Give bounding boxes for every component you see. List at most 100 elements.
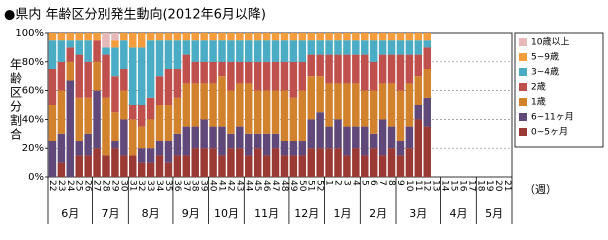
- bar-segment: [173, 69, 182, 98]
- bar-segment: [298, 155, 307, 177]
- bar-segment: [120, 119, 128, 156]
- x-tick-label: 21: [502, 180, 512, 191]
- x-tick-label: 10: [404, 180, 414, 192]
- legend-label: 2歳: [531, 81, 546, 93]
- x-tick-label: 20: [493, 180, 503, 192]
- bar-segment: [84, 97, 92, 134]
- bar-segment: [423, 97, 431, 127]
- legend-label: 3~4歳: [531, 66, 559, 78]
- bar-segment: [218, 61, 226, 77]
- bar-segment: [75, 97, 83, 141]
- bar-segment: [218, 76, 226, 127]
- x-tick-label: 43: [234, 180, 244, 191]
- x-tick-label: 1: [324, 180, 334, 186]
- legend-label: 10歳以上: [531, 36, 569, 48]
- bar-segment: [227, 90, 235, 134]
- x-tick-label: 41: [217, 180, 227, 191]
- bar-segment: [245, 83, 253, 134]
- bar-segment: [253, 61, 262, 91]
- bar-segment: [253, 33, 262, 41]
- bar-segment: [423, 47, 431, 69]
- bar-segment: [182, 40, 191, 55]
- x-tick-label: 7: [377, 180, 387, 186]
- bar-segment: [200, 33, 208, 41]
- month-label: 4月: [449, 207, 467, 220]
- bar-segment: [209, 148, 217, 177]
- bar-segment: [343, 155, 351, 177]
- x-tick-label: 5: [359, 180, 369, 186]
- x-tick-label: 38: [190, 180, 200, 192]
- bar-segment: [84, 40, 92, 62]
- x-tick-label: 6: [368, 180, 378, 186]
- bar-segment: [120, 90, 128, 120]
- bar-segment: [227, 148, 235, 177]
- bar-segment: [66, 40, 75, 48]
- bar-segment: [271, 33, 280, 41]
- bar-segment: [245, 61, 253, 84]
- bar-segment: [414, 54, 423, 77]
- x-tick-label: 49: [288, 180, 298, 192]
- bar-segment: [111, 40, 119, 48]
- bar-segment: [120, 33, 128, 41]
- bar-segment: [209, 40, 217, 62]
- bar-segment: [93, 148, 101, 177]
- bar-segment: [164, 105, 173, 141]
- bar-segment: [405, 83, 414, 127]
- x-tick-label: 18: [475, 180, 485, 192]
- bar-segment: [227, 33, 235, 41]
- bar-segment: [209, 83, 217, 127]
- bar-segment: [48, 40, 57, 69]
- x-tick-label: 27: [92, 180, 102, 191]
- bar-segment: [236, 126, 244, 149]
- x-tick-label: 30: [118, 180, 128, 192]
- bar-segment: [262, 61, 271, 91]
- bar-segment: [120, 69, 128, 91]
- bar-segment: [289, 141, 298, 156]
- y-tick-label: 0%: [28, 172, 44, 183]
- bar-segment: [396, 155, 405, 177]
- bar-segment: [289, 97, 298, 141]
- x-tick-label: 39: [199, 180, 209, 192]
- month-label: 5月: [485, 207, 503, 220]
- bar-segment: [137, 126, 146, 149]
- bar-segment: [218, 126, 226, 156]
- bar-segment: [102, 155, 110, 177]
- bar-segment: [75, 40, 83, 55]
- x-tick-label: 46: [261, 180, 271, 192]
- bar-segment: [93, 61, 101, 91]
- bar-segment: [66, 61, 75, 81]
- bar-segment: [352, 83, 360, 127]
- bar-segment: [236, 33, 244, 41]
- bar-segment: [245, 33, 253, 41]
- bar-segment: [48, 105, 57, 141]
- bar-segment: [129, 105, 137, 120]
- bar-segment: [137, 33, 146, 48]
- bar-segment: [369, 133, 378, 149]
- bar-segment: [155, 76, 164, 105]
- x-tick-label: 42: [225, 180, 235, 191]
- bar-segment: [66, 33, 75, 41]
- bar-segment: [325, 126, 333, 149]
- bar-segment: [343, 33, 351, 41]
- bar-segment: [84, 33, 92, 41]
- bar-segment: [111, 141, 119, 149]
- bar-segment: [173, 133, 182, 156]
- chart-title: ●県内 年齢区分別発生動向(2012年6月以降): [4, 7, 266, 23]
- chart: ●県内 年齢区分別発生動向(2012年6月以降) 年齢区分割合 （週） 0%20…: [4, 7, 604, 224]
- bar-segment: [316, 112, 324, 149]
- legend-label: 6~11ヶ月: [531, 112, 574, 123]
- bar-segment: [405, 33, 414, 41]
- bar-segment: [57, 33, 66, 41]
- bar-segment: [405, 40, 414, 55]
- bar-segment: [182, 155, 191, 177]
- bar-segment: [405, 126, 414, 149]
- bar-segment: [262, 155, 271, 177]
- x-tick-label: 47: [270, 180, 280, 191]
- bar-segment: [66, 80, 75, 177]
- x-tick-label: 25: [74, 180, 84, 191]
- bar-segment: [155, 40, 164, 77]
- bar-segment: [316, 76, 324, 113]
- bar-segment: [369, 40, 378, 62]
- bar-segment: [325, 148, 333, 177]
- bar-segment: [102, 33, 110, 48]
